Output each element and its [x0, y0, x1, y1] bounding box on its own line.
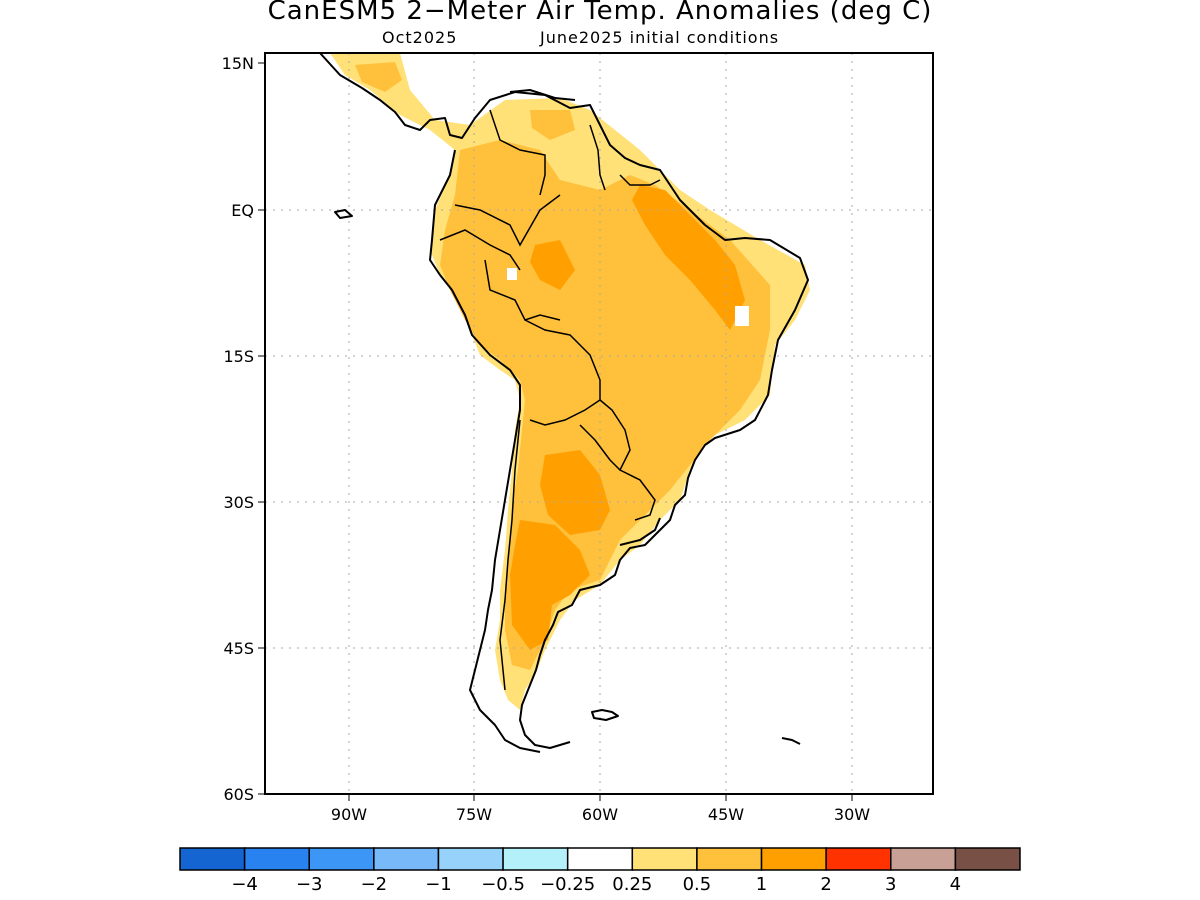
border-colombia-ecuador-peru — [439, 229, 521, 271]
colorbar-label: −0.25 — [540, 874, 595, 895]
west-coast — [429, 149, 541, 753]
falkland-islands — [591, 709, 619, 721]
lat-tick-label: 15N — [222, 54, 254, 73]
border-peru-brazil — [484, 259, 561, 321]
continent-outline — [319, 53, 809, 749]
anomaly-gap-brazil — [735, 306, 749, 326]
colorbar-swatch — [373, 847, 440, 871]
colorbar-label: 1 — [756, 874, 767, 895]
colorbar-swatch — [696, 847, 763, 871]
colorbar-label: 3 — [885, 874, 896, 895]
colorbar-swatch — [437, 847, 504, 871]
initial-conditions: June2025 initial conditions — [540, 28, 780, 47]
latitude-axis: 15N EQ 15S 30S 45S 60S — [222, 54, 265, 804]
anomaly-region-medium-central-america — [355, 62, 402, 92]
lon-tick-label: 30W — [834, 805, 870, 824]
colorbar-label: −4 — [231, 874, 258, 895]
map-field — [330, 53, 810, 710]
colorbar-label: 4 — [950, 874, 961, 895]
border-colombia-venezuela — [489, 109, 546, 196]
colorbar-swatch — [954, 847, 1021, 871]
border-brazil-paraguay — [579, 399, 631, 472]
border-venezuela-guyana — [589, 124, 606, 191]
lon-tick-label: 60W — [582, 805, 618, 824]
anomaly-gap-peru — [507, 268, 517, 280]
coastlines — [319, 53, 809, 753]
border-bolivia — [524, 319, 601, 426]
anomaly-region-high-patagonia — [510, 520, 590, 650]
colorbar-swatch — [631, 847, 698, 871]
chart-title: CanESM5 2−Meter Air Temp. Anomalies (deg… — [267, 0, 933, 26]
border-colombia-brazil — [454, 194, 561, 247]
country-borders — [439, 109, 661, 691]
colorbar-swatch — [308, 847, 375, 871]
colorbar-label: 0.25 — [612, 874, 652, 895]
colorbar-swatch — [890, 847, 957, 871]
border-chile-argentina — [499, 419, 521, 691]
south-georgia — [781, 737, 801, 745]
lon-tick-label: 75W — [456, 805, 492, 824]
caribbean-coast — [509, 89, 576, 101]
colorbar-label: −0.5 — [481, 874, 525, 895]
colorbar-label: 2 — [820, 874, 831, 895]
colorbar-swatch — [502, 847, 569, 871]
colorbar-swatch — [825, 847, 892, 871]
colorbar-label: −2 — [361, 874, 388, 895]
galapagos — [334, 209, 353, 219]
anomaly-region-high-west — [530, 240, 575, 290]
lat-tick-label: 30S — [223, 493, 254, 512]
lat-tick-label: 15S — [223, 347, 254, 366]
colorbar-label: −1 — [425, 874, 452, 895]
colorbar-swatch — [566, 847, 634, 871]
lon-tick-label: 45W — [708, 805, 744, 824]
forecast-month: Oct2025 — [382, 28, 458, 47]
lat-tick-label: 45S — [223, 639, 254, 658]
colorbar: −4 −3 −2 −1 −0.5 −0.25 0.25 0.5 1 2 3 4 — [179, 847, 1021, 895]
colorbar-swatch — [179, 847, 246, 871]
lat-tick-label: 60S — [223, 785, 254, 804]
uruguay-coast — [619, 517, 661, 546]
colorbar-swatch — [243, 847, 310, 871]
colorbar-swatch — [760, 847, 827, 871]
anomaly-region-high-amazon — [632, 185, 745, 330]
lon-tick-label: 90W — [331, 805, 367, 824]
lat-tick-label: EQ — [231, 201, 254, 220]
colorbar-label: 0.5 — [683, 874, 712, 895]
longitude-axis: 90W 75W 60W 45W 30W — [331, 794, 870, 824]
colorbar-label: −3 — [296, 874, 323, 895]
border-guianas — [619, 174, 661, 186]
plot-frame — [264, 52, 934, 795]
anomaly-region-high-argentina — [540, 450, 610, 535]
anomaly-region-medium-north — [530, 110, 575, 140]
border-argentina-brazil — [619, 469, 656, 521]
